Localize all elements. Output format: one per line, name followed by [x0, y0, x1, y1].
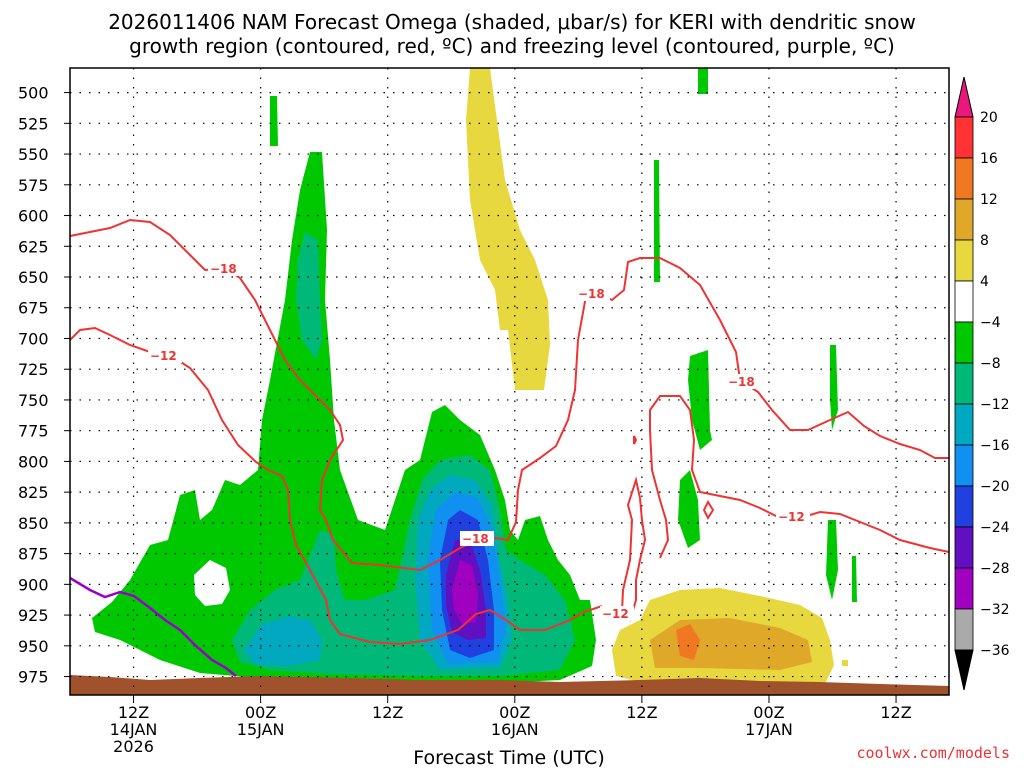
y-tick-label: 925: [18, 606, 49, 625]
omega-positive-shading: [466, 68, 848, 685]
colorbar-label: 4: [980, 274, 989, 290]
colorbar-swatch: [954, 444, 974, 487]
colorbar-top-arrow: [954, 76, 974, 118]
y-tick-label: 625: [18, 237, 49, 256]
contour-label: −18: [578, 287, 605, 301]
y-tick-label: 825: [18, 483, 49, 502]
contour-minus12-right: [649, 395, 950, 559]
colorbar-label: 20: [980, 110, 998, 126]
y-tick-label: 650: [18, 268, 49, 287]
colorbar-swatch: [954, 280, 974, 323]
y-tick-label: 675: [18, 299, 49, 318]
y-tick-label: 725: [18, 360, 49, 379]
colorbar-label: −8: [980, 356, 1001, 372]
colorbar-label: −20: [980, 479, 1010, 495]
contour-small-loop: [702, 499, 715, 521]
y-tick-label: 850: [18, 514, 49, 533]
red-contours: [69, 218, 950, 646]
contour-minus18-left: [69, 218, 949, 572]
colorbar-swatch: [954, 116, 974, 159]
y-tick-label: 575: [18, 176, 49, 195]
colorbar-swatch: [954, 567, 974, 610]
contour-label: −12: [778, 510, 805, 524]
y-tick-label: 975: [18, 668, 49, 687]
colorbar-swatch: [954, 485, 974, 528]
y-tick-label: 950: [18, 637, 49, 656]
x-tick-label: 15JAN: [237, 720, 285, 739]
colorbar-label: −28: [980, 561, 1010, 577]
contour-label: −18: [728, 375, 755, 389]
x-tick-label: 00Z: [753, 703, 784, 722]
colorbar-label: −24: [980, 520, 1010, 536]
colorbar-swatch: [954, 198, 974, 241]
y-axis: 500 525 550 575 600 625 650 675 700 725 750 775 800 8…: [18, 84, 70, 687]
title-line-2: growth region (contoured, red, ºC) and f…: [129, 34, 895, 58]
colorbar-swatch: [954, 526, 974, 569]
x-tick-label: 2026: [113, 737, 154, 756]
x-tick-label: 00Z: [245, 703, 276, 722]
colorbar-label: −36: [980, 643, 1010, 659]
terrain: [70, 675, 949, 695]
colorbar-label: 12: [980, 192, 998, 208]
red-contour-labels: −18 −12 −18 −18 −18 −12 −12: [148, 261, 810, 621]
colorbar-swatch: [954, 239, 974, 282]
x-tick-label: 12Z: [880, 703, 911, 722]
colorbar-swatch: [954, 157, 974, 200]
freezing-level-contour: [69, 576, 237, 677]
x-tick-label: 12Z: [372, 703, 403, 722]
plot-area: −18 −12 −18 −18 −18 −12 −12: [69, 67, 950, 696]
title-line-1: 2026011406 NAM Forecast Omega (shaded, μ…: [108, 10, 916, 34]
y-tick-label: 600: [18, 207, 49, 226]
colorbar-swatch: [954, 608, 974, 651]
y-tick-label: 775: [18, 422, 49, 441]
y-tick-label: 900: [18, 575, 49, 594]
colorbar-bottom-arrow: [954, 649, 974, 691]
colorbar-label: −16: [980, 438, 1010, 454]
colorbar: 20 16 12 8 4 −4 −8 −12 −16 −20 −24 −28 −32 −36: [954, 76, 1010, 691]
colorbar-swatch: [954, 321, 974, 364]
colorbar-swatch: [954, 403, 974, 446]
x-tick-label: 12Z: [118, 703, 149, 722]
y-tick-label: 500: [18, 84, 49, 103]
colorbar-label: 16: [980, 151, 998, 167]
x-tick-label: 16JAN: [491, 720, 539, 739]
colorbar-label: 8: [980, 233, 989, 249]
y-tick-label: 875: [18, 545, 49, 564]
contour-label: −18: [462, 532, 489, 546]
contour-label: −12: [150, 349, 177, 363]
contour-label: −12: [602, 607, 629, 621]
colorbar-label: −12: [980, 397, 1010, 413]
x-tick-label: 14JAN: [110, 720, 158, 739]
x-tick-label: 17JAN: [745, 720, 793, 739]
credit: coolwx.com/models: [856, 744, 1010, 762]
y-tick-label: 800: [18, 452, 49, 471]
colorbar-swatch: [954, 362, 974, 405]
y-tick-label: 550: [18, 145, 49, 164]
contour-label: −18: [210, 262, 237, 276]
colorbar-label: −4: [980, 315, 1001, 331]
contour-dot: [633, 435, 638, 445]
colorbar-label: −32: [980, 602, 1010, 618]
y-tick-label: 750: [18, 391, 49, 410]
x-axis-title: Forecast Time (UTC): [413, 747, 604, 768]
x-tick-label: 12Z: [626, 703, 657, 722]
x-tick-label: 00Z: [499, 703, 530, 722]
y-tick-label: 525: [18, 114, 49, 133]
y-tick-label: 700: [18, 329, 49, 348]
